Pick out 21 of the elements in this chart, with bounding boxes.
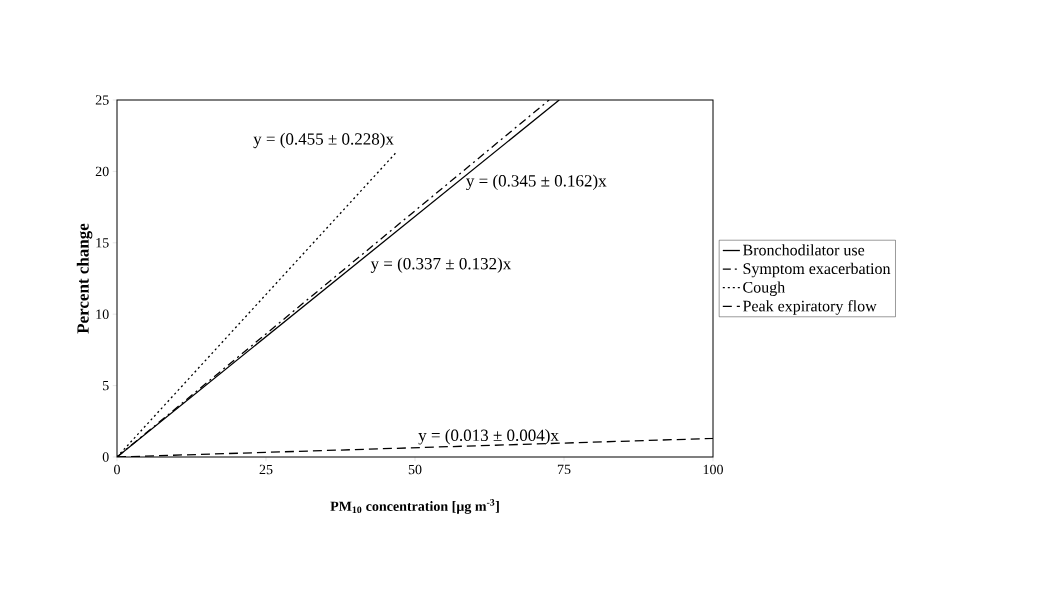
annotation: y = (0.013 ± 0.004)x — [418, 429, 559, 445]
y-tick-label: 10 — [96, 309, 109, 319]
legend-label: Cough — [743, 281, 785, 296]
x-tick-label: 75 — [557, 464, 571, 475]
x-tick-label: 0 — [114, 464, 120, 475]
legend-label: Symptom exacerbation — [743, 262, 891, 278]
y-tick-label: 5 — [103, 380, 109, 391]
text: PM$_{10}$ concentration [µg m$^{-3}$] — [330, 499, 499, 514]
legend-label: Bronchodilator use — [742, 244, 865, 256]
legend-label: Peak expiratory flow — [742, 300, 877, 315]
y-tick-label: 15 — [96, 238, 109, 248]
x-tick-label: 100 — [703, 464, 723, 475]
y-tick-label: 20 — [95, 166, 109, 177]
y-tick-label: 25 — [95, 95, 109, 105]
annotation: y = (0.455 ± 0.228)x — [253, 132, 394, 149]
x-tick-label: 25 — [259, 464, 273, 475]
annotation: y = (0.345 ± 0.162)x — [466, 174, 607, 191]
annotation: y = (0.337 ± 0.132)x — [370, 257, 512, 273]
x-tick-label: 50 — [408, 464, 422, 475]
y-axis-title: Percent change — [76, 223, 93, 334]
y-tick-label: 0 — [102, 452, 109, 462]
